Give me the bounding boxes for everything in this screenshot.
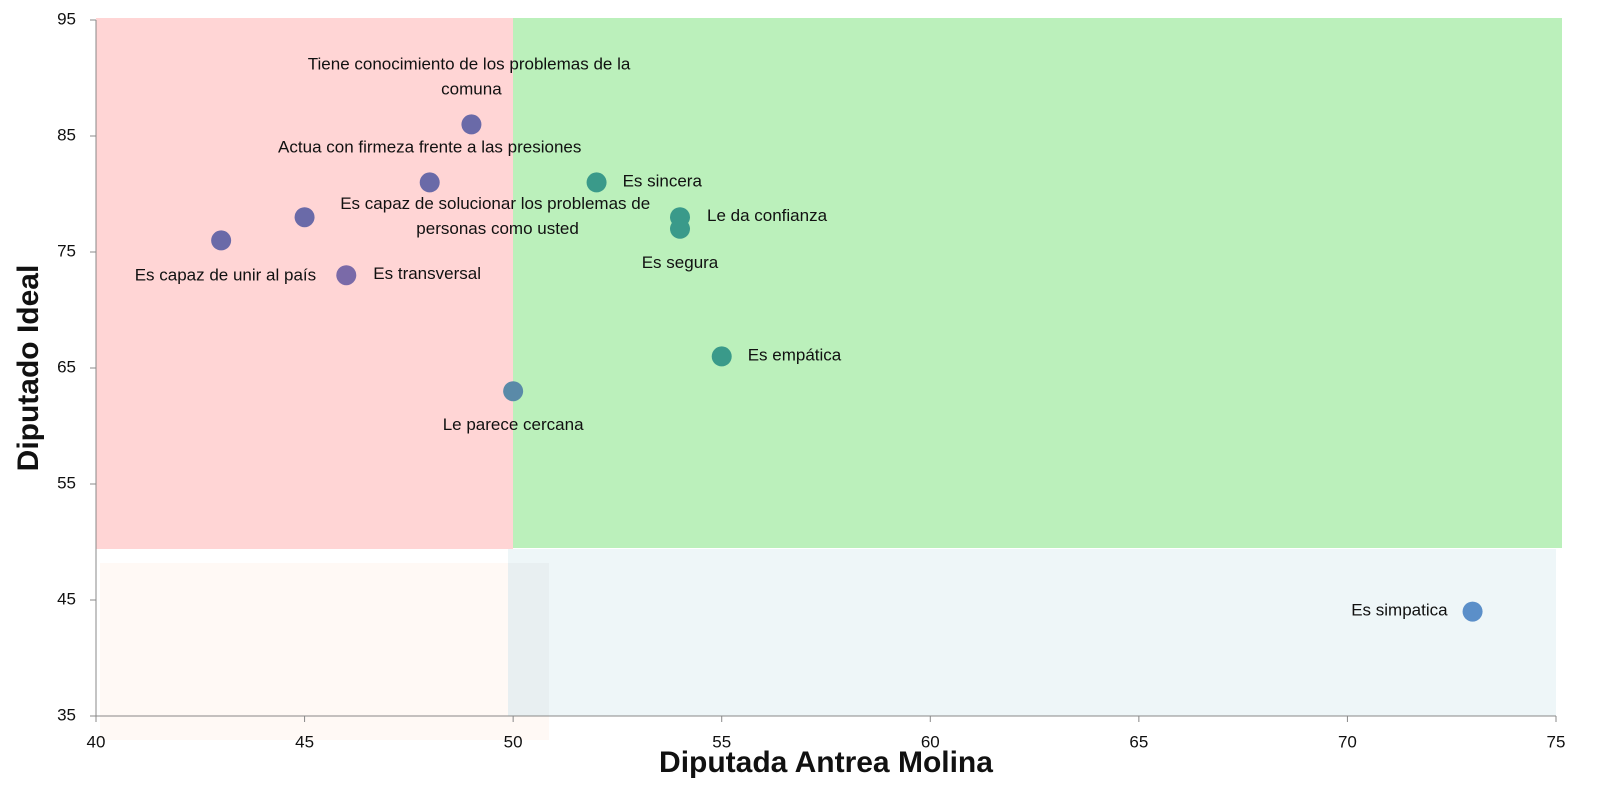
x-tick-label: 75 (1547, 732, 1566, 751)
quadrant-bg (513, 18, 1562, 548)
point (211, 230, 232, 251)
x-tick-label: 70 (1338, 732, 1357, 751)
quadrant-bg (96, 18, 513, 549)
x-axis-title: Diputada Antrea Molina (659, 746, 993, 779)
point (503, 381, 524, 402)
y-tick-label: 85 (57, 125, 76, 144)
x-tick-label: 40 (87, 732, 106, 751)
point (1462, 601, 1483, 622)
quadrant-bg (100, 563, 549, 740)
point-label: Actua con firmeza frente a las presiones (278, 138, 581, 157)
x-tick-label: 50 (504, 732, 523, 751)
point (586, 172, 607, 193)
quadrant-bg (508, 563, 549, 716)
point (461, 114, 482, 135)
point-label: Es empática (748, 346, 842, 365)
y-tick-label: 75 (57, 241, 76, 260)
x-tick-label: 65 (1129, 732, 1148, 751)
point-label: Es capaz de solucionar los problemas de … (340, 195, 655, 239)
point (294, 207, 315, 228)
point-label: Le da confianza (707, 207, 828, 226)
point-label: Es transversal (373, 265, 481, 284)
point-label: Le parece cercana (443, 416, 584, 435)
point-label: Es segura (642, 253, 719, 272)
point (336, 265, 357, 286)
x-tick-label: 45 (295, 732, 314, 751)
y-tick-label: 55 (57, 473, 76, 492)
point-label: Es simpatica (1351, 601, 1448, 620)
point (711, 346, 732, 367)
x-tick-label: 55 (712, 732, 731, 751)
quadrant-bg (508, 549, 1556, 716)
y-tick-label: 95 (57, 9, 76, 28)
y-tick-label: 45 (57, 589, 76, 608)
point (419, 172, 440, 193)
y-axis-title: Diputado Ideal (12, 265, 45, 472)
y-tick-label: 35 (57, 705, 76, 724)
point (670, 218, 690, 239)
point-label: Es capaz de unir al país (135, 266, 316, 285)
point-label: Es sincera (623, 172, 703, 191)
x-tick-label: 60 (921, 732, 940, 751)
y-tick-label: 65 (57, 357, 76, 376)
point-label: Tiene conocimiento de los problemas de l… (308, 55, 635, 99)
